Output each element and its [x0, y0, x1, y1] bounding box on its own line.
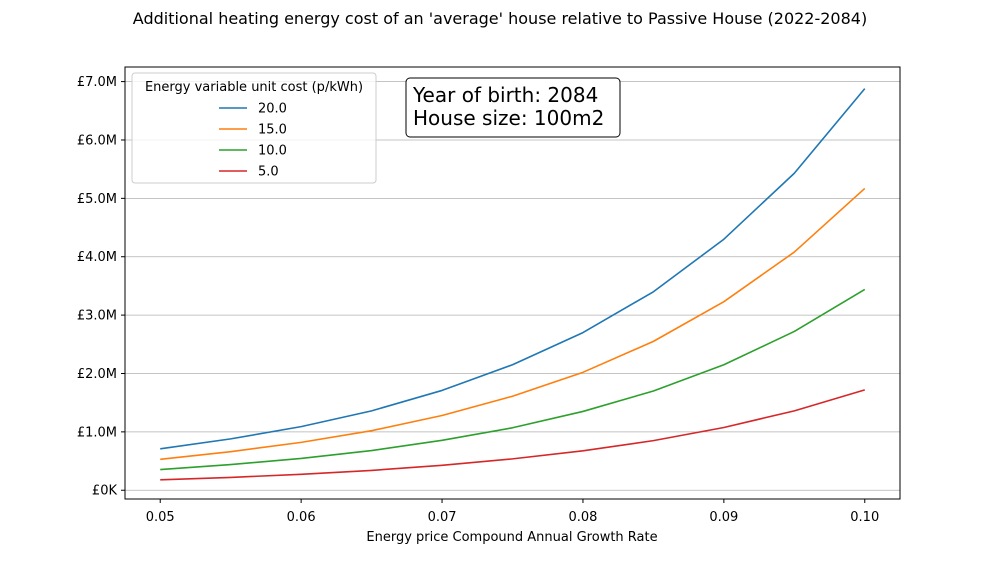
x-tick-label: 0.06: [287, 510, 316, 525]
x-tick-label: 0.10: [850, 510, 879, 525]
series-lines: [160, 88, 866, 481]
legend-entry: 10.0: [219, 144, 287, 159]
legend-label: 5.0: [258, 165, 279, 180]
legend-label: 10.0: [258, 144, 287, 159]
plot-area: [124, 66, 901, 500]
x-tick-label: 0.08: [568, 510, 597, 525]
legend-entry: 5.0: [219, 165, 279, 180]
legend-label: 15.0: [258, 123, 287, 138]
y-tick-label: £0K: [92, 484, 118, 499]
annotation-frame: [405, 77, 621, 138]
series-line-10-0: [160, 288, 866, 471]
annotation-line-2: House size: 100m2: [413, 106, 604, 130]
x-tick-label: 0.07: [428, 510, 457, 525]
series-line-20-0: [160, 88, 866, 450]
legend-entries: 20.0 15.0 10.0 5.0: [219, 102, 287, 180]
y-tick-label: £2.0M: [77, 367, 117, 382]
annotation-line-1: Year of birth: 2084: [412, 83, 598, 107]
y-tick-label: £5.0M: [77, 192, 117, 207]
y-tick-label: £3.0M: [77, 309, 117, 324]
annotation-box: Year of birth: 2084 House size: 100m2: [405, 77, 621, 138]
x-axis: 0.05 0.06 0.07 0.08 0.09 0.10: [146, 499, 879, 525]
legend: Energy variable unit cost (p/kWh) 20.0 15…: [131, 72, 377, 184]
y-axis: £0K £1.0M £2.0M £3.0M £4.0M £5.0M £6.0M £7.0M: [77, 75, 125, 499]
series-line-15-0: [160, 187, 866, 461]
x-axis-label: Energy price Compound Annual Growth Rate: [366, 530, 657, 545]
legend-label: 20.0: [258, 102, 287, 117]
x-tick-label: 0.05: [146, 510, 175, 525]
x-tick-label: 0.09: [709, 510, 738, 525]
y-tick-label: £7.0M: [77, 75, 117, 90]
y-tick-label: £4.0M: [77, 250, 117, 265]
y-tick-label: £1.0M: [77, 425, 117, 440]
chart-title: Additional heating energy cost of an 'av…: [133, 9, 867, 28]
legend-entry: 20.0: [219, 102, 287, 117]
legend-entry: 15.0: [219, 123, 287, 138]
y-tick-label: £6.0M: [77, 133, 117, 148]
series-line-5-0: [160, 389, 865, 481]
legend-title: Energy variable unit cost (p/kWh): [145, 80, 363, 95]
legend-box: [131, 72, 377, 184]
